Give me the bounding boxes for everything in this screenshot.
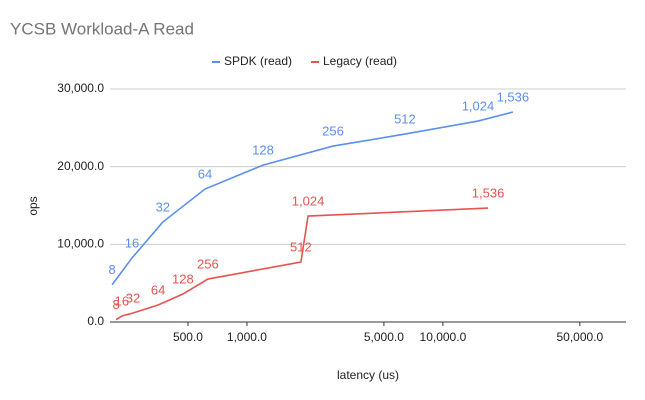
point-label: 128 <box>172 271 194 286</box>
x-tick-label: 10,000.0 <box>420 330 467 344</box>
point-label: 128 <box>252 143 274 158</box>
x-tick-label: 1,000.0 <box>227 330 267 344</box>
point-label: 32 <box>156 199 170 214</box>
point-label: 16 <box>115 293 129 308</box>
point-label: 256 <box>322 124 344 139</box>
y-tick-label: 20,000.0 <box>57 159 104 173</box>
point-label: 1,024 <box>462 99 495 114</box>
y-tick-label: 0.0 <box>87 314 104 328</box>
point-label: 256 <box>197 256 219 271</box>
series-line <box>111 111 514 286</box>
point-label: 1,536 <box>497 90 530 105</box>
point-label: 1,024 <box>292 194 325 209</box>
point-label: 16 <box>125 235 139 250</box>
y-tick-label: 10,000.0 <box>57 237 104 251</box>
y-tick-label: 30,000.0 <box>57 81 104 95</box>
point-label: 32 <box>126 290 140 305</box>
x-tick-label: 5,000.0 <box>364 330 404 344</box>
x-tick-label: 500.0 <box>173 330 203 344</box>
point-label: 512 <box>290 239 312 254</box>
x-axis-label: latency (us) <box>337 368 399 382</box>
point-label: 8 <box>113 297 120 312</box>
chart-title: YCSB Workload-A Read <box>10 19 194 38</box>
legend-label: Legacy (read) <box>323 54 397 68</box>
x-tick-label: 50,000.0 <box>556 330 603 344</box>
point-label: 64 <box>198 166 212 181</box>
series-line <box>115 207 489 321</box>
legend-label: SPDK (read) <box>224 54 292 68</box>
point-label: 512 <box>394 111 416 126</box>
point-label: 8 <box>108 262 115 277</box>
point-label: 1,536 <box>472 186 505 201</box>
point-label: 64 <box>151 282 165 297</box>
y-axis-label: ops <box>26 196 40 215</box>
